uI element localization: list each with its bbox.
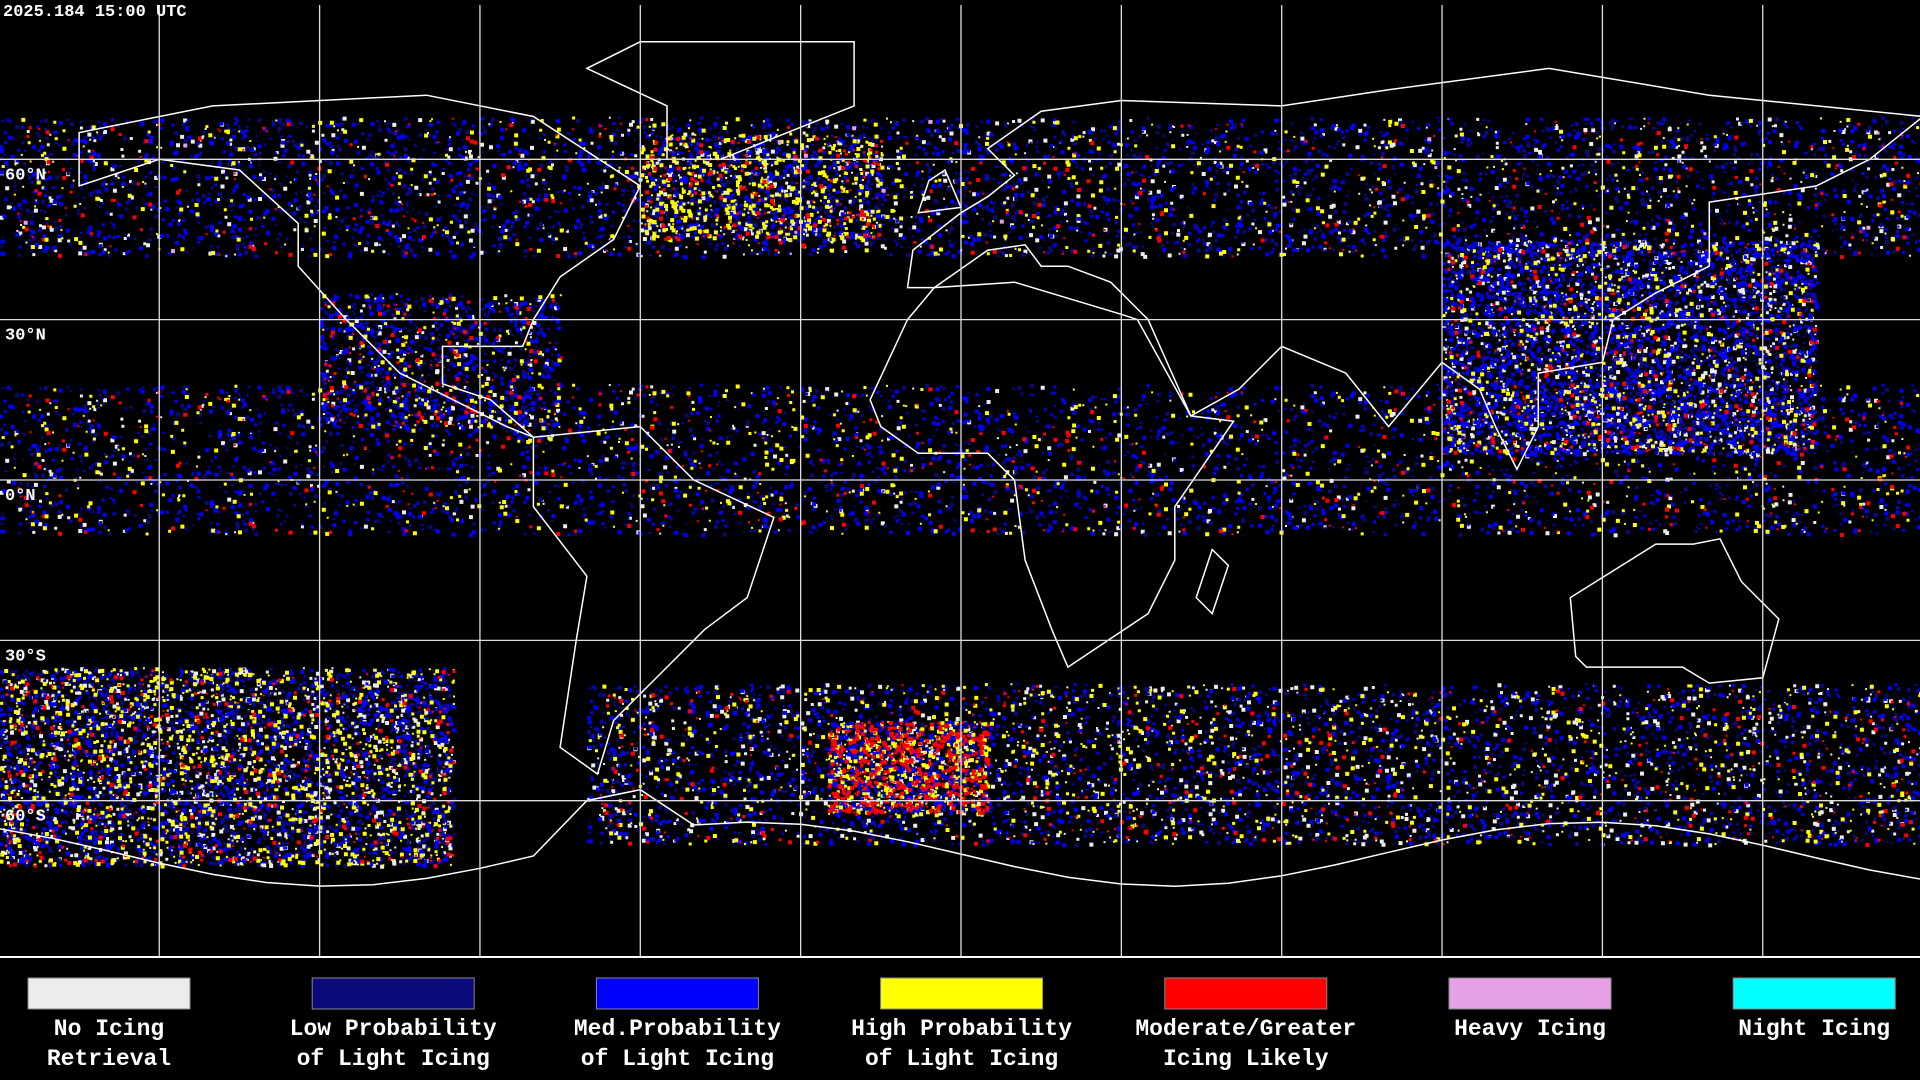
timestamp: 2025.184 15:00 UTC xyxy=(3,3,187,22)
coastline xyxy=(917,168,963,214)
map-area xyxy=(0,5,1920,956)
coastline xyxy=(1195,548,1230,615)
legend-label: Icing Likely xyxy=(1163,1046,1329,1072)
legend-label: Retrieval xyxy=(47,1046,171,1072)
legend-label: of Light Icing xyxy=(865,1046,1058,1072)
legend-label: of Light Icing xyxy=(297,1046,490,1072)
legend-swatch xyxy=(880,977,1044,1010)
legend-label: Night Icing xyxy=(1738,1016,1890,1042)
latitude-label: 30°N xyxy=(5,327,46,346)
legend-swatch xyxy=(1164,977,1328,1010)
legend-label: of Light Icing xyxy=(581,1046,774,1072)
coastline xyxy=(532,425,775,776)
coastline xyxy=(1569,537,1780,684)
legend-label: Heavy Icing xyxy=(1454,1016,1606,1042)
legend-swatch xyxy=(595,977,759,1010)
coastline xyxy=(78,94,642,438)
legend-label: Moderate/Greater xyxy=(1135,1016,1356,1042)
legend-swatch xyxy=(311,977,475,1010)
coastline xyxy=(869,281,1235,669)
legend-swatch xyxy=(1448,977,1612,1010)
map-border xyxy=(0,956,1920,958)
latitude-label: 30°S xyxy=(5,647,46,666)
coastline xyxy=(585,40,855,161)
coastline xyxy=(906,67,1920,471)
latitude-label: 60°S xyxy=(5,808,46,827)
legend-label: No Icing xyxy=(54,1016,164,1042)
legend-swatch xyxy=(1732,977,1896,1010)
latitude-label: 0°N xyxy=(5,487,36,506)
legend: No Icing Retrieval Low Probability of Light… xyxy=(27,977,1896,1072)
legend-label: Low Probability xyxy=(290,1016,497,1042)
legend-label: Med.Probability xyxy=(574,1016,781,1042)
latitude-label: 60°N xyxy=(5,166,46,185)
legend-swatch xyxy=(27,977,191,1010)
legend-label: High Probability xyxy=(851,1016,1072,1042)
